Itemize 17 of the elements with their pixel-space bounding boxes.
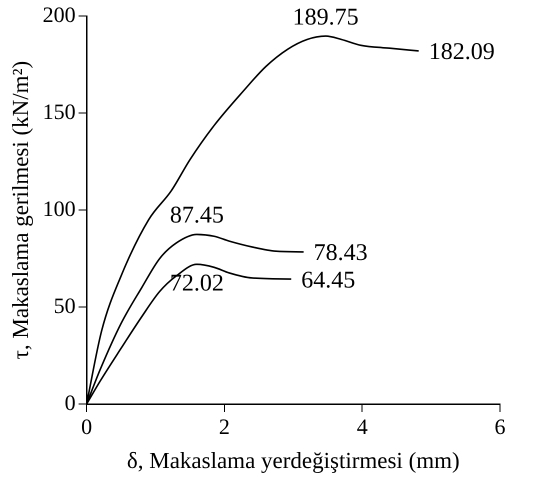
annotation: 182.09 — [428, 39, 495, 66]
annotation: 64.45 — [301, 267, 356, 294]
x-tick-label: 6 — [494, 414, 506, 439]
x-tick-label: 0 — [81, 414, 92, 439]
annotation: 72.02 — [170, 270, 224, 297]
y-tick-label: 50 — [54, 292, 76, 318]
annotation: 87.45 — [170, 202, 224, 229]
x-tick-label: 2 — [218, 414, 230, 439]
annotation: 189.75 — [292, 4, 359, 30]
y-tick-label: 0 — [64, 390, 76, 415]
y-axis-title: τ, Makaslama gerilmesi (kN/m²) — [8, 60, 33, 360]
x-tick-label: 4 — [356, 414, 368, 439]
x-axis-title: δ, Makaslama yerdeğiştirmesi (mm) — [126, 448, 460, 474]
y-tick-label: 150 — [42, 98, 76, 124]
y-tick-label: 100 — [42, 196, 76, 221]
y-tick-label: 200 — [42, 2, 76, 27]
annotation: 78.43 — [314, 240, 368, 266]
